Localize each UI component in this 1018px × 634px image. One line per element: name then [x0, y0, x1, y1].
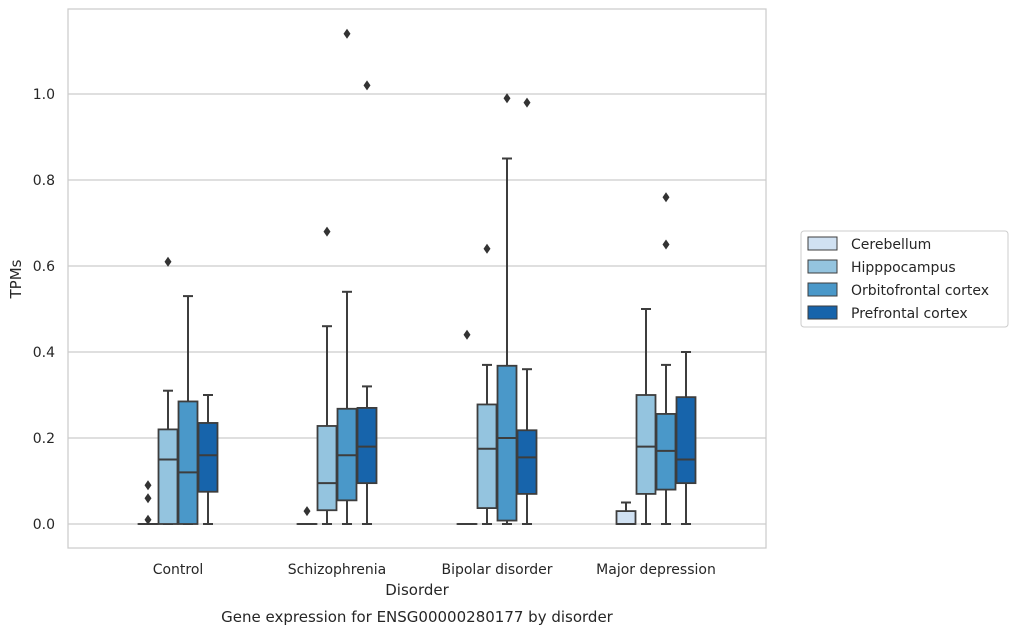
outlier-point [144, 493, 152, 504]
outlier-point [523, 97, 531, 108]
box [356, 406, 378, 485]
plot-frame [67, 8, 767, 549]
box-group [137, 480, 159, 525]
box [675, 396, 697, 485]
box-group [177, 295, 199, 525]
outlier-point [503, 93, 511, 104]
y-tick-label: 0.6 [33, 259, 55, 275]
outlier-point [483, 243, 491, 254]
legend-swatch [807, 282, 838, 297]
box-group [635, 308, 657, 525]
x-tick-label: Bipolar disorder [441, 562, 552, 578]
outlier-point [323, 226, 331, 237]
box-group [615, 501, 637, 525]
outlier-point [144, 514, 152, 525]
box-group [296, 506, 318, 525]
outlier-point [144, 480, 152, 491]
legend-swatch [807, 305, 838, 320]
y-tick-label: 0.2 [33, 431, 55, 447]
box-group [316, 226, 338, 525]
outlier-point [463, 329, 471, 340]
legend-label: Orbitofrontal cortex [851, 283, 989, 299]
box [177, 400, 199, 525]
legend-swatch [807, 259, 838, 274]
box [516, 429, 538, 495]
y-tick-label: 0.0 [33, 517, 55, 533]
outlier-point [363, 80, 371, 91]
box-group [675, 351, 697, 525]
legend-frame [800, 230, 1009, 328]
y-tick-label: 0.4 [33, 345, 55, 361]
box-group [456, 329, 478, 525]
x-tick-label: Schizophrenia [288, 562, 386, 578]
box [316, 425, 338, 512]
y-axis-ticks: 0.0 0.2 0.4 0.6 0.8 1.0 [33, 87, 55, 533]
legend-label: Hipppocampus [851, 260, 956, 276]
box-group [356, 80, 378, 525]
legend-swatch [807, 236, 838, 251]
outlier-point [164, 256, 172, 267]
y-tick-label: 1.0 [33, 87, 55, 103]
box [635, 394, 657, 495]
box-plots [137, 28, 697, 525]
box-group [476, 243, 498, 525]
legend: Cerebellum Hipppocampus Orbitofrontal cort… [800, 230, 1009, 328]
x-axis-label: Disorder [385, 581, 449, 599]
x-tick-label: Control [153, 562, 204, 578]
box [197, 422, 219, 493]
x-axis-ticks: Control Schizophrenia Bipolar disorder Majo… [153, 562, 716, 578]
chart-title: Gene expression for ENSG00000280177 by d… [221, 608, 614, 626]
box [476, 403, 498, 509]
x-tick-label: Major depression [596, 562, 716, 578]
box-group [336, 28, 358, 525]
box-group [157, 256, 179, 525]
box [496, 364, 518, 522]
box [615, 510, 637, 525]
outlier-point [343, 28, 351, 39]
outlier-point [303, 506, 311, 517]
box-group [516, 97, 538, 525]
y-axis-label: TPMs [7, 259, 25, 299]
outlier-point [662, 239, 670, 250]
outlier-point [662, 192, 670, 203]
box-group [197, 394, 219, 525]
y-tick-label: 0.8 [33, 173, 55, 189]
legend-label: Cerebellum [851, 237, 931, 253]
box-group [496, 93, 518, 525]
box-group [655, 192, 677, 525]
legend-label: Prefrontal cortex [851, 306, 968, 322]
box [157, 428, 179, 525]
